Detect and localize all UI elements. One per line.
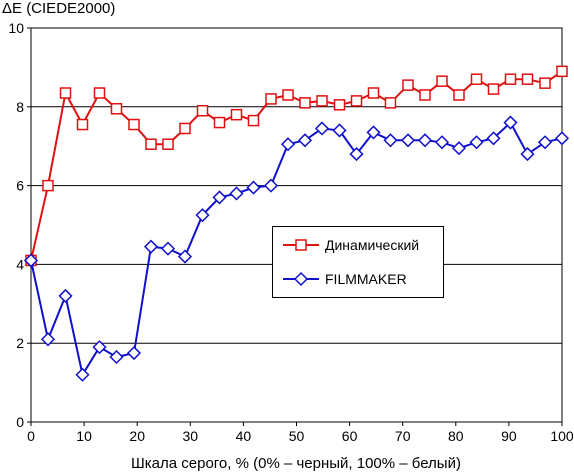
y-axis-label: ΔE (CIEDE2000)	[2, 0, 116, 17]
data-point-diamond	[160, 241, 176, 256]
data-point-diamond	[246, 180, 261, 195]
series-1	[23, 115, 570, 382]
x-tick-label: 70	[395, 428, 411, 444]
data-point-diamond	[143, 239, 159, 254]
x-tick-label: 50	[289, 428, 305, 444]
data-point-square	[110, 103, 123, 115]
data-point-square	[436, 75, 448, 87]
data-point-diamond	[177, 249, 193, 264]
data-point-square	[367, 87, 380, 99]
data-point-diamond	[366, 125, 381, 140]
data-point-diamond	[58, 288, 73, 303]
data-point-diamond	[212, 190, 227, 205]
y-axis: 0 2 4 6 8 10	[8, 20, 31, 430]
legend-entry-dynamic: Динамический	[281, 235, 419, 255]
x-tick-label: 100	[550, 428, 574, 444]
y-tick-label: 6	[16, 178, 24, 194]
series-0	[25, 65, 568, 267]
data-point-diamond	[520, 147, 535, 162]
x-tick-label: 10	[76, 428, 92, 444]
data-point-square	[299, 97, 311, 109]
data-point-diamond	[297, 133, 313, 148]
legend-swatch-square-marker	[283, 239, 319, 251]
data-point-square	[76, 118, 89, 131]
data-point-diamond	[537, 135, 553, 150]
data-point-square	[196, 104, 209, 117]
data-point-diamond	[383, 133, 398, 148]
data-point-square	[504, 73, 517, 85]
data-point-diamond	[263, 178, 279, 193]
data-point-diamond	[469, 135, 484, 150]
legend-label: FILMMAKER	[325, 271, 407, 287]
data-point-diamond	[126, 345, 142, 361]
data-point-square	[350, 95, 363, 107]
data-point-square	[128, 118, 140, 131]
data-point-square	[179, 122, 191, 135]
legend-swatch-diamond-marker	[283, 271, 319, 287]
data-point-square	[539, 77, 551, 89]
x-tick-label: 30	[183, 428, 199, 444]
data-point-square	[521, 73, 534, 85]
data-point-square	[247, 114, 260, 127]
plot-area-border	[30, 27, 563, 423]
data-point-square	[419, 89, 431, 101]
data-point-square	[59, 87, 72, 99]
x-axis: 0 10 20 30 40 50 60 70 80 90 100	[27, 422, 574, 444]
y-tick-label: 4	[16, 256, 24, 272]
legend-label: Динамический	[325, 237, 420, 253]
data-point-diamond	[332, 123, 347, 138]
data-point-square	[316, 95, 328, 107]
x-tick-label: 90	[501, 428, 517, 444]
data-point-square	[230, 108, 243, 121]
data-point-square	[453, 89, 465, 101]
data-point-diamond	[400, 133, 416, 148]
x-tick-label: 20	[129, 428, 145, 444]
data-point-diamond	[434, 135, 450, 150]
data-point-diamond	[23, 253, 39, 268]
data-point-diamond	[92, 340, 107, 355]
y-tick-label: 0	[16, 414, 24, 430]
data-point-diamond	[280, 137, 296, 152]
series-layer	[23, 65, 570, 382]
y-tick-label: 2	[16, 335, 24, 351]
data-point-square	[402, 79, 414, 91]
data-point-diamond	[554, 131, 570, 146]
data-point-diamond	[486, 131, 501, 146]
data-point-square	[384, 97, 397, 109]
data-point-diamond	[451, 141, 467, 156]
data-point-diamond	[195, 208, 210, 223]
data-point-diamond	[40, 332, 56, 347]
data-point-square	[487, 83, 500, 95]
data-point-square	[42, 179, 54, 192]
data-point-diamond	[349, 147, 364, 162]
data-point-square	[93, 87, 106, 99]
data-point-square	[282, 89, 294, 101]
data-point-diamond	[109, 349, 124, 365]
data-point-square	[213, 116, 226, 129]
data-point-square	[556, 65, 568, 78]
data-point-square	[265, 93, 277, 105]
x-tick-label: 80	[448, 428, 464, 444]
data-point-square	[470, 73, 483, 85]
data-point-diamond	[503, 115, 518, 130]
legend-entry-filmmaker: FILMMAKER	[281, 269, 407, 289]
y-tick-label: 10	[8, 20, 24, 36]
x-tick-label: 0	[27, 428, 35, 444]
y-tick-label: 8	[16, 99, 24, 115]
legend: Динамический FILMMAKER	[272, 226, 444, 298]
x-tick-label: 60	[342, 428, 358, 444]
x-tick-label: 40	[236, 428, 252, 444]
data-point-square	[333, 99, 346, 111]
data-point-square	[162, 138, 174, 150]
data-point-diamond	[417, 133, 433, 148]
data-point-diamond	[229, 186, 244, 201]
x-axis-label: Шкала серого, % (0% – черный, 100% – бел…	[131, 455, 461, 472]
data-point-diamond	[314, 121, 330, 136]
data-point-diamond	[75, 367, 90, 382]
data-point-square	[145, 138, 157, 150]
